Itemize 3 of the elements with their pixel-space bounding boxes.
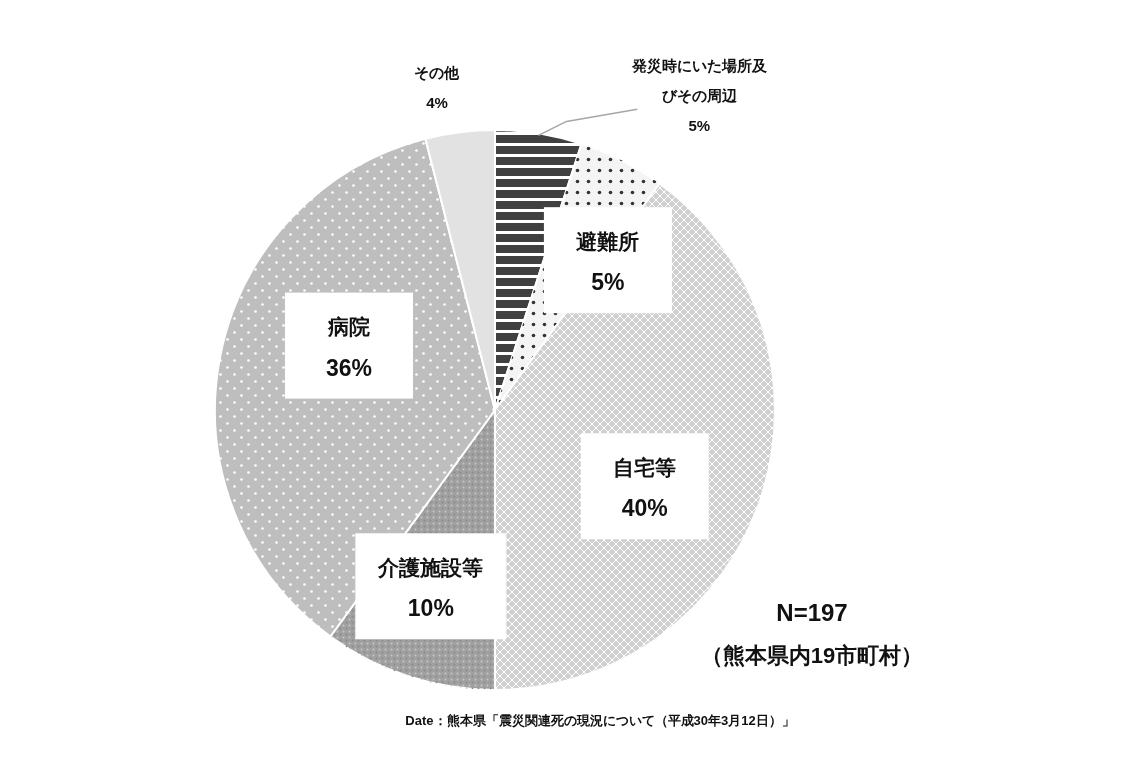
annotation: N=197 xyxy=(776,598,848,626)
annotation: （熊本県内19市町村） xyxy=(700,642,924,668)
annotation: Date：熊本県「震災関連死の現況について（平成30年3月12日）」 xyxy=(405,712,795,728)
